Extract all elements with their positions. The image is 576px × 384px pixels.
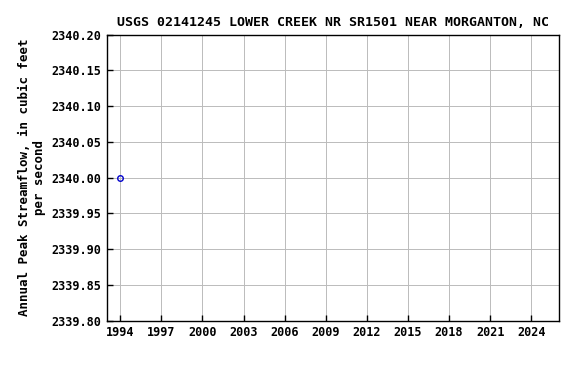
Title: USGS 02141245 LOWER CREEK NR SR1501 NEAR MORGANTON, NC: USGS 02141245 LOWER CREEK NR SR1501 NEAR… (116, 16, 548, 29)
Y-axis label: Annual Peak Streamflow, in cubic feet
per second: Annual Peak Streamflow, in cubic feet pe… (18, 39, 46, 316)
